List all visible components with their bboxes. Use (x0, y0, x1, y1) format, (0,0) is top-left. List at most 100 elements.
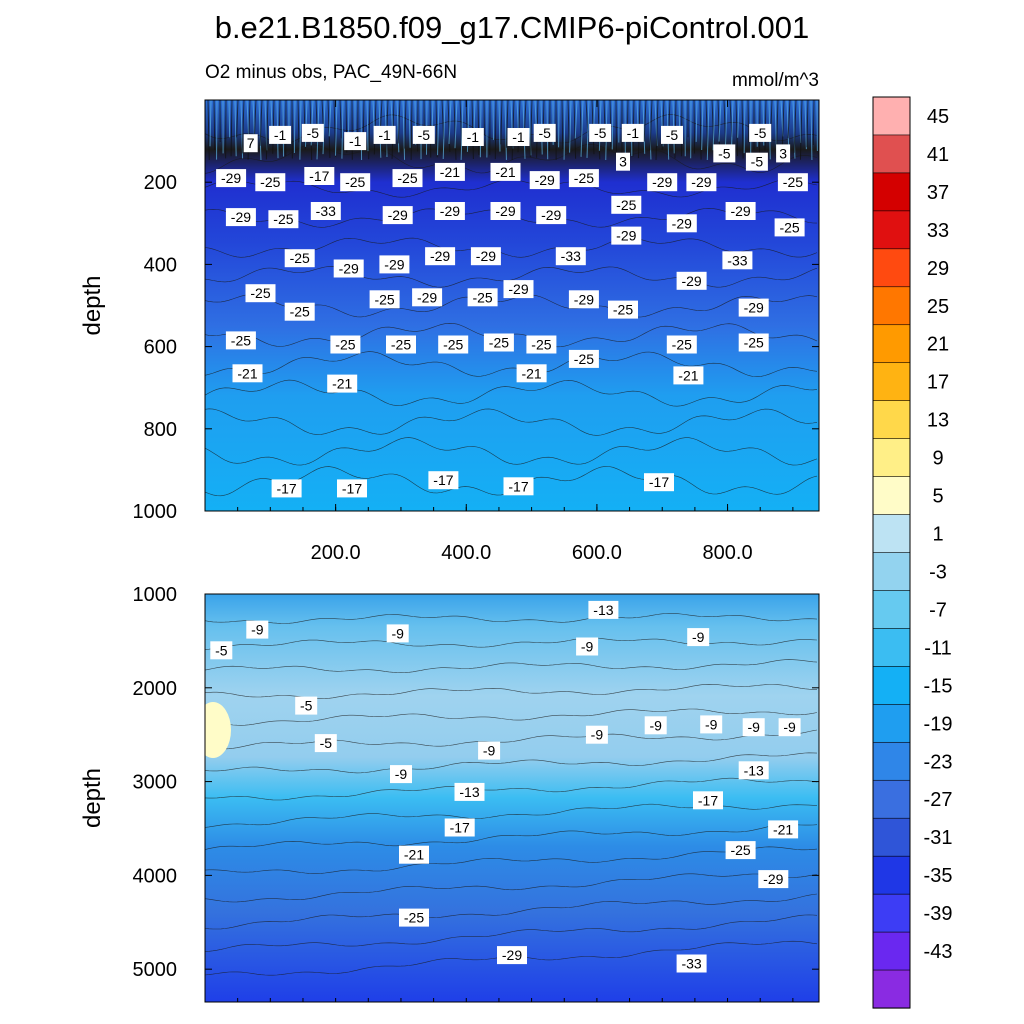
surface-noise (293, 100, 296, 154)
plot-frame (204, 593, 820, 1003)
colorbar-label: -31 (924, 827, 953, 849)
surface-noise (793, 100, 797, 153)
contour-label-text: -25 (345, 174, 365, 190)
contour-label: -21 (768, 820, 799, 839)
contour-label-text: -5 (320, 735, 333, 751)
surface-noise (798, 100, 802, 143)
contour-label: -25 (369, 290, 400, 309)
contour-label-text: -25 (672, 337, 692, 353)
contour-line (205, 437, 818, 466)
panel-title-right: mmol/m^3 (732, 70, 819, 91)
surface-noise (799, 100, 803, 160)
colorbar-swatch (872, 969, 911, 1009)
contour-label: -9 (246, 620, 269, 639)
contour-label: -25 (438, 335, 469, 354)
contour-label: -9 (478, 741, 501, 760)
colorbar-label: 17 (927, 372, 949, 394)
contour-label-text: -13 (593, 602, 613, 618)
contour-label-text: -25 (260, 174, 280, 190)
contour-label: -33 (722, 251, 753, 270)
x-tick-label: 400.0 (441, 542, 491, 564)
contour-label: -17 (693, 791, 723, 810)
colorbar-label: 45 (927, 106, 949, 128)
contour-label-text: -25 (574, 170, 594, 186)
colorbar-frame (872, 96, 911, 1009)
surface-noise (366, 100, 369, 152)
contour-label-text: -25 (391, 337, 411, 353)
contour-label: -21 (516, 364, 547, 383)
contour-label-text: -25 (613, 302, 633, 318)
surface-noise (442, 100, 446, 160)
colorbar-swatch (872, 931, 911, 971)
contour-label-text: -25 (744, 335, 764, 351)
y-tick-label: 4000 (133, 865, 178, 887)
contour-label-text: -5 (666, 127, 679, 143)
contour-label-text: -29 (652, 174, 672, 190)
contour-label-text: -29 (417, 289, 437, 305)
surface-noise (341, 100, 344, 159)
surface-noise (655, 100, 659, 161)
contour-label-text: -29 (508, 281, 528, 297)
contour-label: -17 (444, 818, 475, 837)
contour-label: -21 (673, 366, 704, 385)
colorbar-swatch (872, 248, 911, 288)
contour-label-text: -33 (727, 252, 747, 268)
contour-label-text: -29 (440, 203, 460, 219)
contour-line (205, 408, 818, 436)
contour-label-text: -1 (627, 125, 640, 141)
contour-label-text: -17 (450, 820, 470, 836)
colorbar-swatch (872, 96, 911, 136)
contour-label-text: -25 (616, 197, 636, 213)
surface-noise (563, 100, 566, 160)
contour-label: -21 (327, 374, 358, 393)
contour-label-text: -33 (316, 203, 336, 219)
surface-noise (209, 100, 212, 147)
surface-noise (586, 100, 590, 158)
surface-noise (265, 100, 269, 160)
contour-label-text: -5 (300, 698, 313, 714)
colorbar-swatch (872, 362, 911, 402)
contour-label-text: -29 (681, 273, 701, 289)
colorbar-label: 1 (932, 524, 943, 546)
surface-noise (648, 100, 652, 160)
surface-noise (643, 100, 647, 142)
contour-label-text: -25 (374, 291, 394, 307)
colorbar-label: -39 (924, 903, 953, 925)
surface-noise (561, 100, 564, 150)
surface-noise (743, 100, 746, 154)
contour-label-text: -1 (512, 129, 525, 145)
colorbar-label: 25 (927, 296, 949, 318)
surface-noise (574, 100, 578, 139)
surface-noise (701, 100, 704, 150)
contour-label-text: -13 (744, 762, 764, 778)
contour-label-text: -9 (591, 727, 604, 743)
colorbar-swatch (872, 134, 911, 174)
contour-line (205, 873, 818, 903)
contour-label: -29 (647, 173, 678, 192)
surface-noise (567, 100, 570, 144)
lower-panel: -13 -9 -9 -9 -9 -5 -5 -5 -9 -9 -9 -9 -9 -9 -9 -13 -13 -17… (79, 584, 820, 1003)
contour-label: -21 (399, 845, 429, 864)
surface-noise (810, 100, 813, 160)
contour-label-text: -9 (581, 639, 594, 655)
contour-label-text: 3 (619, 154, 627, 170)
colorbar-swatch (872, 552, 911, 592)
surface-noise (573, 100, 577, 159)
surface-noise (699, 100, 702, 160)
contour-label-text: -25 (783, 174, 803, 190)
contour-label: -29 (434, 202, 465, 220)
colorbar-swatch (872, 779, 911, 819)
contour-label: -29 (470, 247, 501, 266)
contour-label-text: -9 (391, 625, 404, 641)
surface-noise (804, 100, 807, 150)
contour-label: -25 (245, 284, 276, 303)
surface-noise (498, 100, 501, 152)
colorbar-label: 5 (932, 486, 943, 508)
contour-line (205, 379, 818, 407)
colorbar-label: -7 (929, 599, 947, 621)
contour-label: -29 (382, 206, 413, 225)
contour-label-text: -5 (215, 642, 228, 658)
x-tick-label: 200.0 (311, 542, 361, 564)
contour-label-text: -25 (273, 211, 293, 227)
surface-noise (504, 100, 507, 160)
